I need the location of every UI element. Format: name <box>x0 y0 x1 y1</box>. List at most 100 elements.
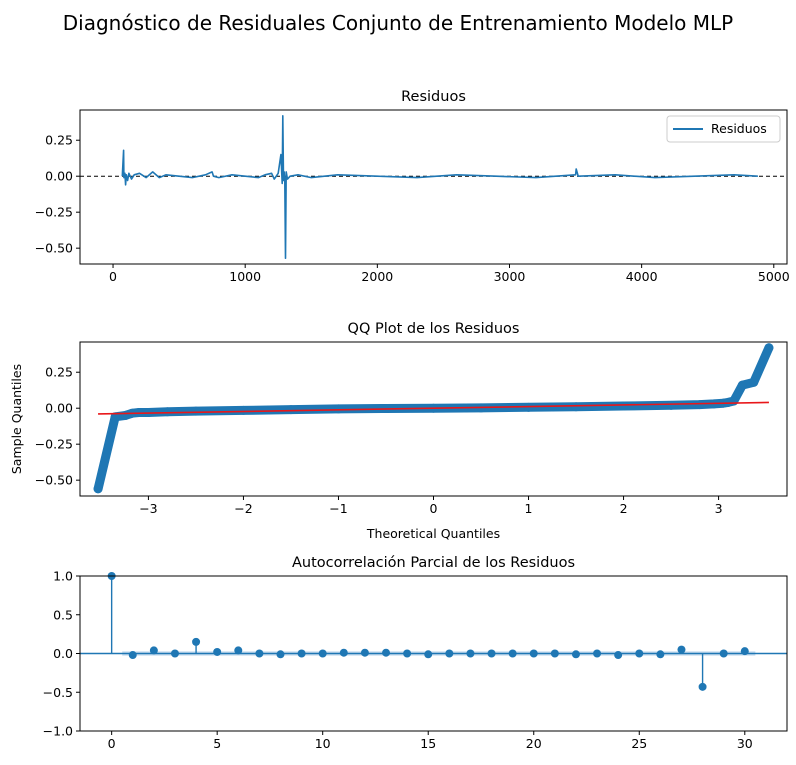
y-tick-label: 0.5 <box>53 607 73 622</box>
x-tick-label: 10 <box>315 736 331 751</box>
qq-point <box>333 404 343 414</box>
pacf-marker <box>719 649 728 658</box>
residuals-axes-frame <box>79 109 788 265</box>
pacf-title: Autocorrelación Parcial de los Residuos <box>292 555 575 571</box>
qq-point <box>93 484 103 494</box>
x-tick-label: 1 <box>525 501 533 516</box>
x-tick-label: 25 <box>631 736 647 751</box>
qq-x-axis-label: Theoretical Quantiles <box>366 526 500 541</box>
qq-point <box>238 405 248 415</box>
pacf-marker <box>170 649 179 658</box>
y-tick-label: −0.50 <box>35 473 73 488</box>
x-tick-label: −3 <box>139 501 157 516</box>
qq-point <box>191 406 201 416</box>
pacf-marker <box>487 649 496 658</box>
x-tick-label: 5 <box>213 736 221 751</box>
x-tick-label: 15 <box>420 736 436 751</box>
qq-point <box>737 380 747 390</box>
qq-point <box>110 412 120 422</box>
pacf-marker <box>635 649 644 658</box>
residuals-x-ticks: 0 1000 2000 3000 4000 5000 <box>109 264 790 284</box>
x-tick-label: 0 <box>108 736 116 751</box>
y-tick-label: 1.0 <box>53 569 73 584</box>
pacf-marker <box>571 650 580 659</box>
qq-point <box>764 343 774 353</box>
pacf-marker <box>360 648 369 657</box>
residuals-legend: Residuos <box>666 115 781 143</box>
pacf-marker <box>508 649 517 658</box>
pacf-marker <box>677 645 686 654</box>
qq-y-axis-label: Sample Quantiles <box>9 364 24 474</box>
x-tick-label: 30 <box>737 736 753 751</box>
legend-label: Residuos <box>711 121 767 136</box>
pacf-marker <box>149 646 158 655</box>
residuals-panel: Residuos 0 1000 2000 3000 4000 5000 0.25 0.00 −… <box>35 89 790 284</box>
x-tick-label: 1000 <box>229 269 261 284</box>
x-tick-label: 5000 <box>758 269 790 284</box>
qq-plot-area <box>93 343 774 494</box>
qq-point <box>666 400 676 410</box>
y-tick-label: −0.25 <box>35 437 73 452</box>
y-tick-label: 0.00 <box>45 401 73 416</box>
residuals-plot-area <box>80 115 787 260</box>
pacf-marker <box>276 650 285 659</box>
residuals-title: Residuos <box>401 89 466 105</box>
y-tick-label: −1.0 <box>43 724 73 739</box>
pacf-marker <box>382 648 391 657</box>
qq-fit-line <box>98 401 769 415</box>
figure-suptitle: Diagnóstico de Residuales Conjunto de En… <box>63 11 733 35</box>
pacf-marker <box>614 651 623 660</box>
pacf-marker <box>339 648 348 657</box>
pacf-marker <box>403 649 412 658</box>
qq-title: QQ Plot de los Residuos <box>348 321 520 337</box>
residuals-y-ticks: 0.25 0.00 −0.25 −0.50 <box>35 133 80 256</box>
pacf-marker <box>234 646 243 655</box>
pacf-marker <box>128 651 137 660</box>
qq-point <box>695 400 705 410</box>
qq-point <box>749 377 759 387</box>
x-tick-label: −2 <box>234 501 252 516</box>
x-tick-label: 4000 <box>626 269 658 284</box>
x-tick-label: 2 <box>620 501 628 516</box>
qq-point <box>619 401 629 411</box>
pacf-marker <box>445 649 454 658</box>
pacf-marker <box>698 682 707 691</box>
qq-point <box>729 396 739 406</box>
pacf-marker <box>213 647 222 656</box>
qq-panel: QQ Plot de los Residuos −3 −2 −1 0 1 2 3 0.250… <box>9 321 788 541</box>
residuals-series-line <box>121 115 758 260</box>
qq-point <box>286 405 296 415</box>
x-tick-label: 20 <box>526 736 542 751</box>
y-tick-label: 0.25 <box>45 365 73 380</box>
x-tick-label: 0 <box>430 501 438 516</box>
pacf-plot-area <box>80 572 787 691</box>
x-tick-label: 0 <box>109 269 117 284</box>
pacf-marker <box>318 649 327 658</box>
pacf-marker <box>529 649 538 658</box>
pacf-marker <box>466 649 475 658</box>
pacf-marker <box>192 637 201 646</box>
qq-point <box>162 407 172 417</box>
x-tick-label: −1 <box>329 501 347 516</box>
qq-axes-frame <box>79 341 788 497</box>
qq-point-band <box>93 343 774 494</box>
pacf-marker <box>255 649 264 658</box>
y-tick-label: −0.25 <box>35 205 73 220</box>
qq-x-ticks: −3 −2 −1 0 1 2 3 <box>139 496 723 516</box>
pacf-marker <box>297 649 306 658</box>
y-tick-label: 0.25 <box>45 133 73 148</box>
pacf-panel: Autocorrelación Parcial de los Residuos … <box>43 555 788 751</box>
y-tick-label: −0.50 <box>35 241 73 256</box>
pacf-marker <box>593 649 602 658</box>
legend-box <box>666 115 781 143</box>
qq-y-ticks: 0.25 0.00 −0.25 −0.50 <box>35 365 80 488</box>
y-tick-label: 0.00 <box>45 169 73 184</box>
x-tick-label: 3000 <box>494 269 526 284</box>
pacf-axes-frame <box>79 575 788 732</box>
y-tick-label: −0.5 <box>43 685 73 700</box>
y-tick-label: 0.0 <box>53 646 73 661</box>
x-tick-label: 3 <box>715 501 723 516</box>
pacf-y-ticks: 1.0 0.5 0.0 −0.5 −1.0 <box>43 569 80 739</box>
pacf-marker <box>740 647 749 656</box>
